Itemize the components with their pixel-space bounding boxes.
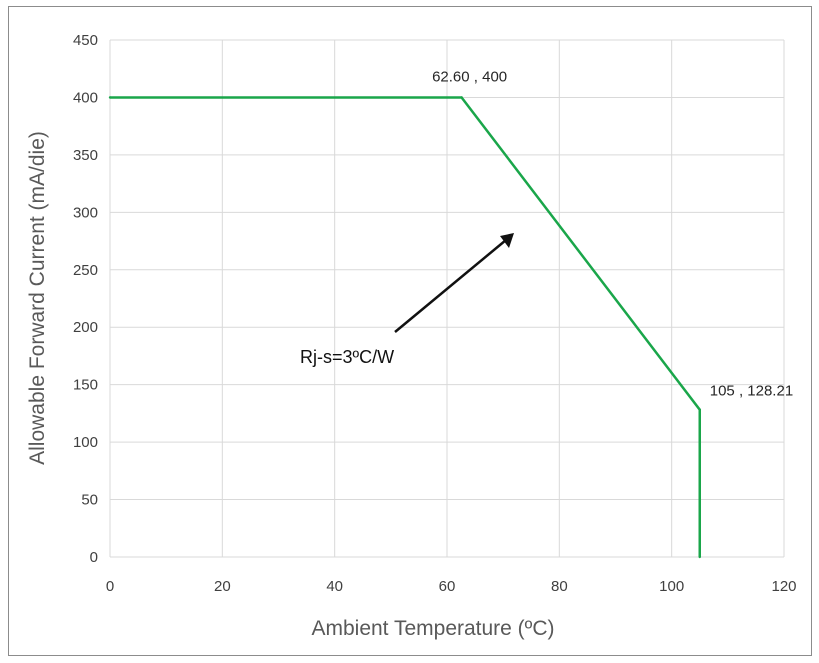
y-tick-label: 0 xyxy=(90,549,98,566)
data-point xyxy=(108,96,112,99)
data-point xyxy=(698,408,701,411)
point-labels: 62.60 , 400 105 , 128.21 xyxy=(432,68,793,399)
x-tick-label: 100 xyxy=(659,578,684,595)
y-tick-label: 150 xyxy=(73,377,98,394)
y-tick-label: 400 xyxy=(73,89,98,106)
annotation-label: Rj-s=3ºC/W xyxy=(300,347,394,367)
y-tick-label: 100 xyxy=(73,434,98,451)
data-points xyxy=(108,96,701,559)
x-tick-labels: 0 20 40 60 80 100 120 xyxy=(106,578,797,595)
x-axis-title: Ambient Temperature (ºC) xyxy=(311,617,554,640)
chart-frame xyxy=(8,6,812,656)
data-point xyxy=(460,96,463,99)
y-axis-title: Allowable Forward Current (mA/die) xyxy=(26,131,49,465)
y-tick-label: 300 xyxy=(73,204,98,221)
x-tick-label: 80 xyxy=(551,578,568,595)
point-label: 62.60 , 400 xyxy=(432,68,507,85)
annotation-arrowhead xyxy=(500,233,514,248)
y-tick-labels: 0 50 100 150 200 250 300 350 400 450 xyxy=(73,32,98,566)
x-tick-label: 0 xyxy=(106,578,114,595)
data-point xyxy=(698,555,701,559)
x-tick-label: 60 xyxy=(439,578,456,595)
gridlines xyxy=(109,39,785,558)
y-tick-label: 250 xyxy=(73,262,98,279)
y-tick-label: 200 xyxy=(73,319,98,336)
series-line xyxy=(110,96,701,557)
point-label: 105 , 128.21 xyxy=(710,383,793,400)
y-tick-label: 350 xyxy=(73,147,98,164)
y-tick-label: 50 xyxy=(81,492,98,509)
x-tick-label: 40 xyxy=(326,578,343,595)
x-tick-label: 20 xyxy=(214,578,231,595)
x-tick-label: 120 xyxy=(771,578,796,595)
annotation-arrow xyxy=(394,239,507,333)
y-tick-label: 450 xyxy=(73,32,98,49)
